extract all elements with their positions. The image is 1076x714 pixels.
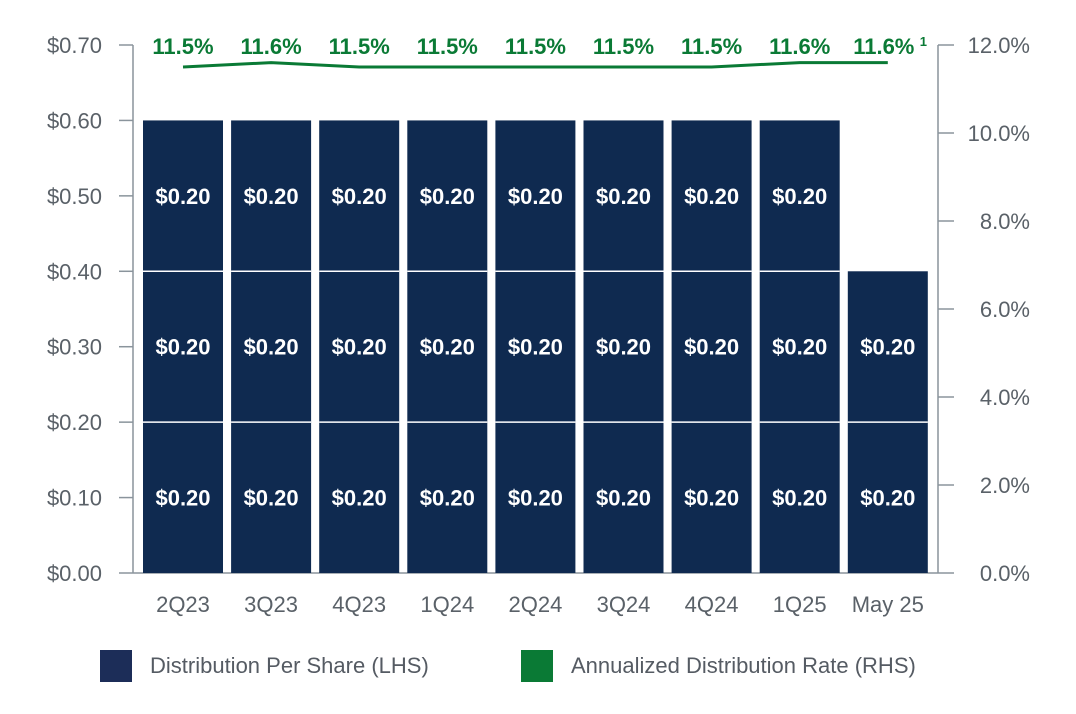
bar-segment <box>847 271 928 423</box>
bar-segment-label: $0.20 <box>420 335 475 360</box>
bar-segment-label: $0.20 <box>244 335 299 360</box>
bar-segment <box>319 120 400 272</box>
legend-label-distribution-per-share: Distribution Per Share (LHS) <box>150 653 429 678</box>
category-label: 3Q24 <box>597 592 651 617</box>
right-tick-label: 0.0% <box>980 561 1030 586</box>
bar-segment-label: $0.20 <box>596 184 651 209</box>
bar-segment <box>143 120 223 272</box>
bar-segment-label: $0.20 <box>860 486 915 511</box>
legend-swatch-annualized-distribution-rate <box>521 650 553 682</box>
bar-segment-label: $0.20 <box>244 486 299 511</box>
right-tick-label: 8.0% <box>980 209 1030 234</box>
bar-segment <box>407 422 488 573</box>
bar-segment <box>671 120 752 272</box>
category-label: 1Q24 <box>420 592 474 617</box>
rate-label: 11.5% <box>593 34 654 59</box>
right-tick-label: 6.0% <box>980 297 1030 322</box>
bar-segment-label: $0.20 <box>508 486 563 511</box>
legend-item-distribution-per-share: Distribution Per Share (LHS) <box>100 646 429 686</box>
bar-segment <box>495 120 576 272</box>
bar-segment-label: $0.20 <box>772 335 827 360</box>
bar-segment-label: $0.20 <box>420 486 475 511</box>
rate-label: 11.6% <box>241 34 302 59</box>
bar-segment-label: $0.20 <box>332 184 387 209</box>
bar-segment <box>847 422 928 573</box>
bar-segment-label: $0.20 <box>244 184 299 209</box>
bar-segment <box>319 271 400 423</box>
rate-label: 11.5% <box>417 34 478 59</box>
bar-segment <box>759 271 840 423</box>
left-tick-label: $0.10 <box>47 486 102 511</box>
category-label: 2Q23 <box>156 592 210 617</box>
rate-label: 11.6% <box>853 34 914 59</box>
bar-segment <box>231 422 312 573</box>
left-tick-label: $0.40 <box>47 259 102 284</box>
bar-segment-label: $0.20 <box>420 184 475 209</box>
bar-segment <box>407 271 488 423</box>
bar-segment-label: $0.20 <box>772 486 827 511</box>
bar-segment-label: $0.20 <box>684 335 739 360</box>
category-label: 4Q23 <box>332 592 386 617</box>
bar-segment <box>495 271 576 423</box>
left-tick-label: $0.30 <box>47 335 102 360</box>
legend-item-annualized-distribution-rate: Annualized Distribution Rate (RHS) <box>521 646 916 686</box>
category-label: 1Q25 <box>773 592 827 617</box>
category-label: May 25 <box>852 592 924 617</box>
bar-segment <box>231 120 312 272</box>
bar-segment-label: $0.20 <box>508 184 563 209</box>
rate-label: 11.5% <box>152 34 213 59</box>
bar-segment-label: $0.20 <box>155 335 210 360</box>
bar-segment <box>759 120 840 272</box>
bar-segment-label: $0.20 <box>155 486 210 511</box>
bar-segment-label: $0.20 <box>596 486 651 511</box>
bar-segment <box>671 422 752 573</box>
right-tick-label: 10.0% <box>968 121 1030 146</box>
bar-segment-label: $0.20 <box>332 335 387 360</box>
bar-segment <box>671 271 752 423</box>
right-tick-label: 4.0% <box>980 385 1030 410</box>
bar-segment-label: $0.20 <box>155 184 210 209</box>
bar-segment <box>495 422 576 573</box>
rate-label: 11.5% <box>681 34 742 59</box>
bar-segment-label: $0.20 <box>508 335 563 360</box>
bar-segment-label: $0.20 <box>332 486 387 511</box>
bar-segment <box>143 422 223 573</box>
legend-swatch-distribution-per-share <box>100 650 132 682</box>
bar-segment <box>407 120 488 272</box>
left-tick-label: $0.50 <box>47 184 102 209</box>
bar-segment <box>759 422 840 573</box>
right-tick-label: 12.0% <box>968 33 1030 58</box>
bar-segment-label: $0.20 <box>596 335 651 360</box>
bar-segment-label: $0.20 <box>772 184 827 209</box>
category-label: 2Q24 <box>508 592 562 617</box>
bar-segment <box>583 271 664 423</box>
bar-segment <box>583 120 664 272</box>
category-label: 3Q23 <box>244 592 298 617</box>
bar-segment <box>143 271 223 423</box>
rate-label-footnote: 1 <box>920 34 927 49</box>
rate-line <box>182 61 888 69</box>
left-tick-label: $0.60 <box>47 108 102 133</box>
category-label: 4Q24 <box>685 592 739 617</box>
rate-label: 11.5% <box>505 34 566 59</box>
bar-segment-label: $0.20 <box>684 486 739 511</box>
left-tick-label: $0.20 <box>47 410 102 435</box>
left-tick-label: $0.70 <box>47 33 102 58</box>
legend-label-annualized-distribution-rate: Annualized Distribution Rate (RHS) <box>571 653 916 678</box>
bar-segment-label: $0.20 <box>684 184 739 209</box>
bar-segment <box>583 422 664 573</box>
rate-label: 11.5% <box>329 34 390 59</box>
bar-segment <box>319 422 400 573</box>
bar-segment <box>231 271 312 423</box>
bar-segment-label: $0.20 <box>860 335 915 360</box>
right-tick-label: 2.0% <box>980 473 1030 498</box>
rate-label: 11.6% <box>769 34 830 59</box>
left-tick-label: $0.00 <box>47 561 102 586</box>
